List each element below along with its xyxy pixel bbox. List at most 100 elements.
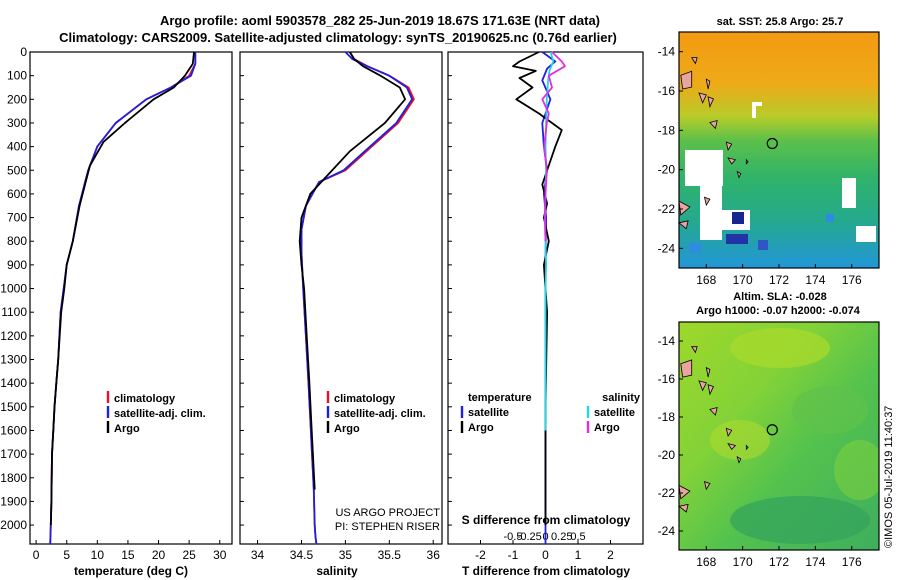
map-y-tick-label: -16: [658, 372, 676, 386]
salinity-y-ticks: [240, 51, 244, 526]
temperature-plot-frame: [29, 51, 233, 545]
island-icon: [745, 158, 749, 165]
credit-project: US ARGO PROJECT: [335, 507, 440, 519]
island-icon: [678, 200, 691, 216]
sla-patches: [710, 328, 879, 544]
map-y-tick-label: -22: [658, 486, 676, 500]
island-icon: [698, 92, 707, 104]
legend-climatology: climatology: [334, 393, 396, 405]
legend-s-satellite: satellite: [594, 407, 635, 419]
s-tick-label: -0.5: [504, 531, 523, 543]
temperature-xlabel: temperature (deg C): [74, 564, 188, 578]
map-x-tick-label: 168: [696, 555, 716, 569]
y-tick-label: 1000: [0, 282, 27, 296]
sst-map-axes: 168 170 172 174 176 -14 -16 -18 -20 -22 -24: [658, 45, 862, 287]
island-icon: [725, 427, 733, 438]
temperature-series: [49, 51, 197, 545]
legend-temperature-title: temperature: [468, 392, 532, 404]
island-icon: [736, 456, 742, 464]
y-tick-label: 1200: [0, 329, 27, 343]
x-tick-label: 34: [251, 548, 265, 562]
depth-axis: 0 100 200 300 400 500 600 700 800 900 1000 1100 1200…: [0, 45, 34, 532]
map-y-tick-label: -14: [658, 334, 676, 348]
map-x-tick-label: 168: [696, 273, 716, 287]
y-tick-label: 100: [7, 69, 27, 83]
island-icon: [725, 141, 733, 152]
y-tick-label: 1600: [0, 423, 27, 437]
map-y-tick-label: -20: [658, 448, 676, 462]
island-icon: [707, 96, 715, 109]
difference-y-ticks: [448, 51, 452, 526]
x-tick-label: 15: [121, 548, 135, 562]
legend-t-argo: Argo: [468, 422, 494, 434]
series-line-climatology: [300, 51, 415, 545]
island-icon: [680, 70, 693, 90]
island-icon: [678, 503, 689, 513]
s-difference-ticks: -0.5-0.25 0 0.250.5: [504, 531, 586, 543]
island-icon: [745, 444, 749, 451]
sst-missing-data: [685, 102, 876, 253]
salinity-plot-frame: [239, 51, 443, 545]
map-x-tick-label: 172: [769, 555, 789, 569]
island-icon: [727, 442, 737, 450]
s-tick-label: -0.25: [517, 531, 542, 543]
difference-panel: -2 -1 0 1 2 -0.5-0.25 0 0.250.5 T difference f…: [447, 51, 644, 578]
x-tick-label: 20: [152, 548, 166, 562]
island-icon: [678, 220, 689, 230]
x-tick-label: 35: [339, 548, 353, 562]
temperature-x-axis: 0 5 10 15 20 25 30: [33, 540, 227, 562]
x-tick-label: 2: [607, 548, 614, 562]
sla-map: Altim. SLA: -0.028 Argo h1000: -0.07 h20…: [658, 291, 880, 569]
map-y-tick-label: -16: [658, 84, 676, 98]
temperature-legend: climatology satellite-adj. clim. Argo: [106, 391, 206, 435]
y-tick-label: 1500: [0, 400, 27, 414]
y-tick-label: 1700: [0, 447, 27, 461]
difference-xlabel: T difference from climatology: [462, 564, 630, 578]
map-x-tick-label: 170: [733, 273, 753, 287]
title-line-2: Climatology: CARS2009. Satellite-adjuste…: [59, 30, 617, 45]
title-line-1: Argo profile: aoml 5903578_282 25-Jun-20…: [160, 13, 600, 28]
legend-salinity-title: salinity: [602, 392, 641, 404]
island-icon: [703, 196, 711, 207]
series-line-s-argo: [541, 51, 566, 242]
legend-s-argo: Argo: [594, 422, 620, 434]
y-tick-label: 1800: [0, 471, 27, 485]
x-tick-label: 34.5: [290, 548, 314, 562]
island-icon: [680, 359, 693, 378]
salinity-series: [298, 51, 415, 545]
sla-map-title-1: Altim. SLA: -0.028: [733, 291, 827, 303]
y-tick-label: 700: [7, 211, 27, 225]
s-difference-label: S difference from climatology: [462, 513, 631, 527]
series-line-argo: [49, 51, 195, 526]
argo-location-marker: [766, 424, 778, 436]
argo-location-marker: [766, 137, 778, 150]
y-tick-label: 600: [7, 187, 27, 201]
island-icon: [736, 170, 742, 179]
map-x-tick-label: 172: [769, 273, 789, 287]
series-line-argo: [298, 51, 407, 490]
island-icon: [698, 380, 707, 392]
y-tick-label: 300: [7, 116, 27, 130]
series-line-t-argo: [512, 51, 563, 526]
series-line-t-satellite: [541, 51, 557, 544]
island-icon: [707, 384, 715, 396]
island-icon: [678, 484, 691, 500]
legend-satellite: satellite-adj. clim.: [114, 408, 206, 420]
island-icon: [727, 157, 737, 165]
map-y-tick-label: -18: [658, 410, 676, 424]
sst-map: sat. SST: 25.8 Argo: 25.7: [658, 16, 880, 287]
temperature-panel: 0100200300400500600700800900100011001200…: [0, 45, 233, 578]
map-y-tick-label: -20: [658, 163, 676, 177]
legend-argo: Argo: [334, 423, 360, 435]
map-y-tick-label: -24: [658, 241, 676, 255]
map-x-tick-label: 174: [805, 273, 825, 287]
legend-satellite: satellite-adj. clim.: [334, 408, 426, 420]
difference-legend: temperature satellite Argo salinity sate…: [460, 392, 641, 434]
y-tick-label: 900: [7, 258, 27, 272]
y-tick-label: 1100: [1, 305, 27, 319]
x-tick-label: 5: [63, 548, 70, 562]
map-y-tick-label: -18: [658, 123, 676, 137]
x-tick-label: 10: [91, 548, 105, 562]
x-tick-label: 0: [542, 548, 549, 562]
